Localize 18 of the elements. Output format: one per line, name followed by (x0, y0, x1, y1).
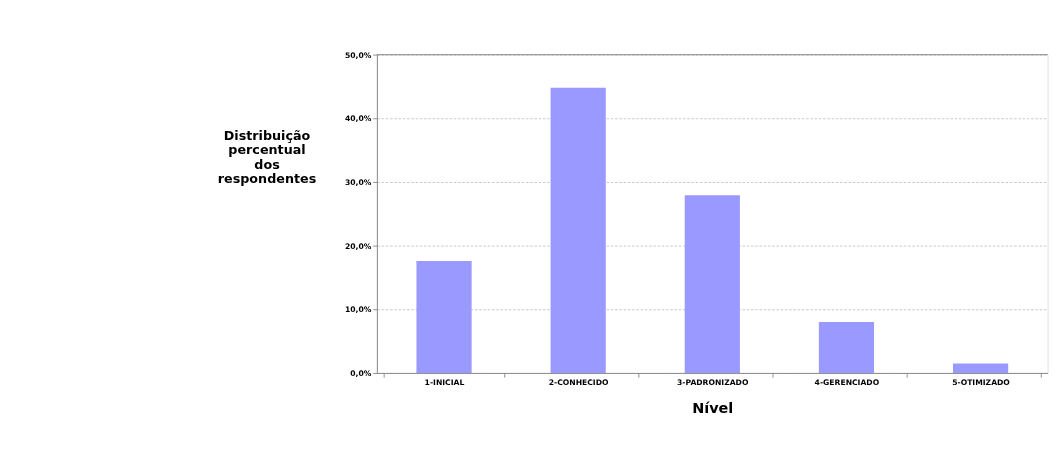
x-axis-title: Nível (692, 400, 734, 417)
bar (684, 195, 740, 374)
bar (550, 87, 606, 374)
bar (416, 260, 472, 374)
x-tick-label: 3-PADRONIZADO (677, 378, 749, 388)
bar (953, 363, 1009, 374)
y-tick-label: 30,0% (344, 177, 372, 187)
y-tick-label: 20,0% (344, 241, 372, 251)
x-tick-label: 5-OTIMIZADO (952, 378, 1011, 388)
x-tick-label: 4-GERENCIADO (814, 378, 880, 388)
y-tick-label: 50,0% (344, 50, 372, 60)
y-tick-label: 0,0% (350, 369, 372, 378)
y-tick-label: 10,0% (344, 305, 372, 315)
x-tick-label: 2-CONHECIDO (548, 378, 609, 388)
y-axis-title: Distribuição percentual dos respondentes (217, 127, 317, 187)
y-tick-label: 40,0% (344, 114, 372, 124)
bar (818, 322, 875, 374)
x-tick-label: 1-INICIAL (424, 378, 465, 388)
